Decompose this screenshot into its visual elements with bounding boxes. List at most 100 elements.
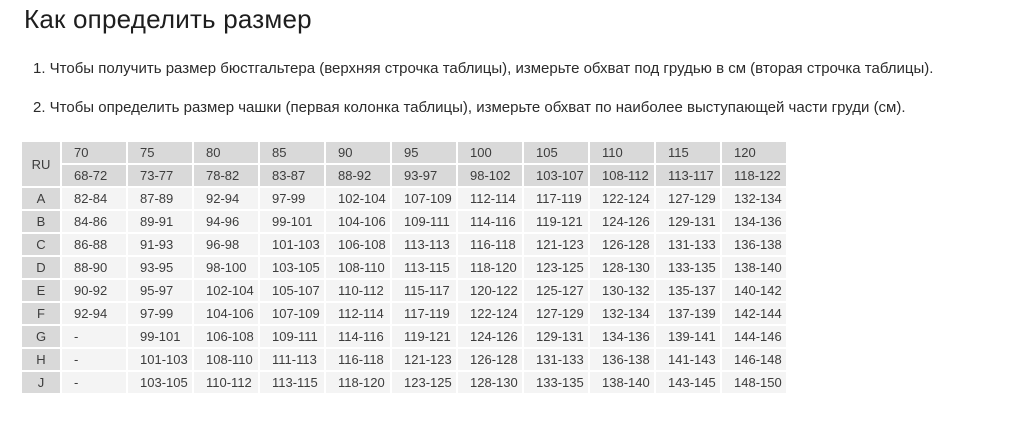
cup-label: C: [22, 234, 60, 255]
size-cell: 99-101: [128, 326, 192, 347]
underbust-range-header: 118-122: [722, 165, 786, 186]
size-cell: 98-100: [194, 257, 258, 278]
size-cell: 107-109: [260, 303, 324, 324]
instruction-2: 2. Чтобы определить размер чашки (первая…: [33, 99, 906, 116]
size-cell: 144-146: [722, 326, 786, 347]
size-cell: 109-111: [260, 326, 324, 347]
underbust-range-header: 88-92: [326, 165, 390, 186]
underbust-range-header: 78-82: [194, 165, 258, 186]
size-cell: 139-141: [656, 326, 720, 347]
size-cell: 117-119: [392, 303, 456, 324]
size-cell: 126-128: [458, 349, 522, 370]
size-cell: 122-124: [458, 303, 522, 324]
size-cell: 87-89: [128, 188, 192, 209]
size-cell: 96-98: [194, 234, 258, 255]
size-cell: 111-113: [260, 349, 324, 370]
size-cell: 99-101: [260, 211, 324, 232]
size-table-head: RU 70 75 80 85 90 95 100 105 110 115 120 68-72 73-77 7…: [22, 142, 786, 186]
size-cell: 136-138: [722, 234, 786, 255]
band-size-header: 70: [62, 142, 126, 163]
band-size-header: 95: [392, 142, 456, 163]
size-cell: 117-119: [524, 188, 588, 209]
page-title: Как определить размер: [24, 4, 312, 34]
size-cell: 120-122: [458, 280, 522, 301]
size-cell: 121-123: [524, 234, 588, 255]
size-cell: 97-99: [260, 188, 324, 209]
size-cell: 108-110: [194, 349, 258, 370]
size-cell: 94-96: [194, 211, 258, 232]
instructions-list: 1. Чтобы получить размер бюстгальтера (в…: [33, 61, 993, 139]
cup-row-F: F 92-94 97-99 104-106 107-109 112-114 117-119 1…: [22, 303, 786, 324]
size-table: RU 70 75 80 85 90 95 100 105 110 115 120 68-72 73-77 7…: [20, 140, 788, 395]
size-cell: -: [62, 349, 126, 370]
size-cell: 128-130: [458, 372, 522, 393]
size-cell: 123-125: [392, 372, 456, 393]
underbust-range-header: 83-87: [260, 165, 324, 186]
band-size-header: 90: [326, 142, 390, 163]
cup-row-C: C 86-88 91-93 96-98 101-103 106-108 113-113 116…: [22, 234, 786, 255]
cup-row-H: H -101-103 108-110 111-113 116-118 121-123 126…: [22, 349, 786, 370]
band-size-header: 80: [194, 142, 258, 163]
size-cell: 88-90: [62, 257, 126, 278]
cup-label: A: [22, 188, 60, 209]
size-cell: 116-118: [458, 234, 522, 255]
size-cell: 103-105: [128, 372, 192, 393]
underbust-range-header: 108-112: [590, 165, 654, 186]
underbust-range-header: 93-97: [392, 165, 456, 186]
cup-label: J: [22, 372, 60, 393]
size-cell: 114-116: [326, 326, 390, 347]
band-size-header: 85: [260, 142, 324, 163]
size-cell: -: [62, 372, 126, 393]
size-cell: 146-148: [722, 349, 786, 370]
instruction-1: 1. Чтобы получить размер бюстгальтера (в…: [33, 60, 934, 77]
size-cell: 101-103: [260, 234, 324, 255]
size-cell: 92-94: [194, 188, 258, 209]
band-size-header: 115: [656, 142, 720, 163]
size-cell: 102-104: [326, 188, 390, 209]
size-cell: 127-129: [524, 303, 588, 324]
size-cell: 115-117: [392, 280, 456, 301]
underbust-range-header: 73-77: [128, 165, 192, 186]
cup-row-J: J -103-105 110-112 113-115 118-120 123-125 128…: [22, 372, 786, 393]
underbust-range-header: 103-107: [524, 165, 588, 186]
size-cell: 118-120: [326, 372, 390, 393]
size-cell: 110-112: [194, 372, 258, 393]
size-cell: 113-113: [392, 234, 456, 255]
cup-label: E: [22, 280, 60, 301]
size-cell: 131-133: [656, 234, 720, 255]
size-cell: 138-140: [722, 257, 786, 278]
cup-row-A: A 82-84 87-89 92-94 97-99 102-104 107-109 112-1…: [22, 188, 786, 209]
size-cell: 132-134: [590, 303, 654, 324]
size-cell: 116-118: [326, 349, 390, 370]
cup-row-B: B 84-86 89-91 94-96 99-101 104-106 109-111 114-…: [22, 211, 786, 232]
size-cell: 89-91: [128, 211, 192, 232]
size-cell: 104-106: [326, 211, 390, 232]
size-cell: 91-93: [128, 234, 192, 255]
size-cell: 86-88: [62, 234, 126, 255]
size-cell: 133-135: [524, 372, 588, 393]
size-cell: 109-111: [392, 211, 456, 232]
cup-label: D: [22, 257, 60, 278]
size-cell: 103-105: [260, 257, 324, 278]
size-cell: 141-143: [656, 349, 720, 370]
size-cell: 106-108: [194, 326, 258, 347]
band-size-header: 110: [590, 142, 654, 163]
size-cell: 95-97: [128, 280, 192, 301]
size-cell: 138-140: [590, 372, 654, 393]
size-cell: 134-136: [590, 326, 654, 347]
band-size-header: 100: [458, 142, 522, 163]
size-cell: 134-136: [722, 211, 786, 232]
size-cell: 123-125: [524, 257, 588, 278]
size-cell: 108-110: [326, 257, 390, 278]
size-cell: 102-104: [194, 280, 258, 301]
size-cell: 112-114: [326, 303, 390, 324]
underbust-range-header: 68-72: [62, 165, 126, 186]
size-cell: 124-126: [590, 211, 654, 232]
size-cell: 131-133: [524, 349, 588, 370]
size-cell: 136-138: [590, 349, 654, 370]
size-cell: 119-121: [392, 326, 456, 347]
size-cell: 112-114: [458, 188, 522, 209]
size-cell: 121-123: [392, 349, 456, 370]
cup-label: H: [22, 349, 60, 370]
